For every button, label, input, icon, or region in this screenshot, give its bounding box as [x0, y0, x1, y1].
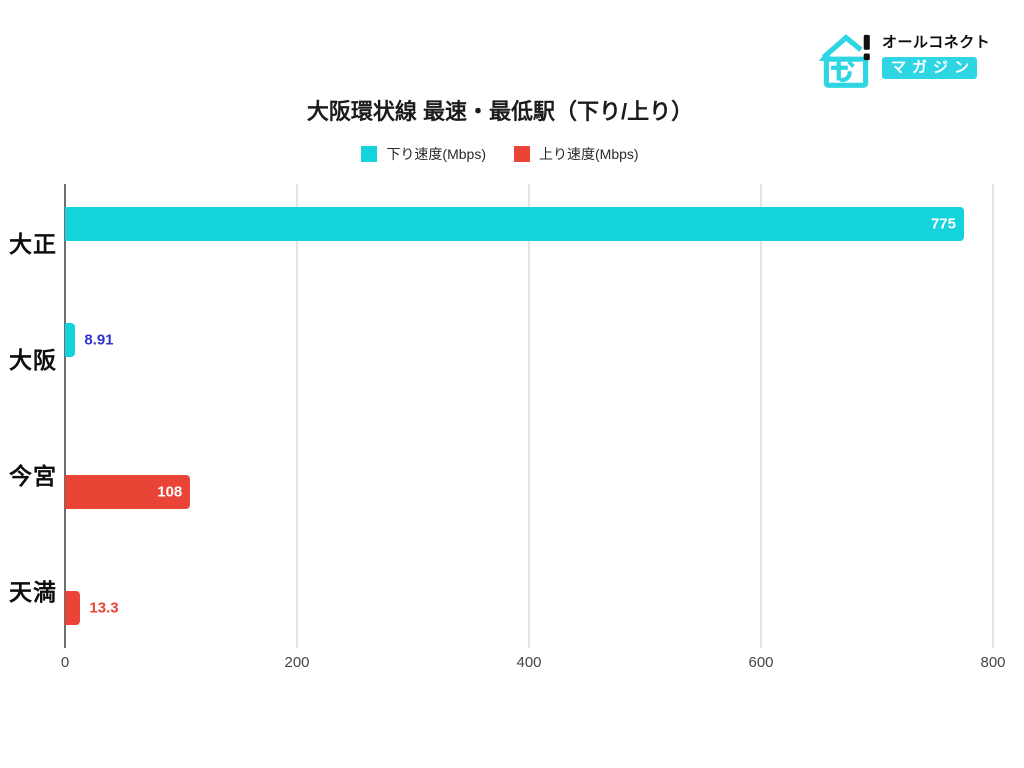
- bar-value-label: 775: [930, 215, 956, 233]
- brand-name: オールコネクト: [882, 34, 991, 51]
- bar-value-label: 13.3: [89, 599, 119, 617]
- category-label: 今宮: [9, 463, 57, 489]
- y-axis-line: [64, 184, 66, 648]
- house-logo-icon: [818, 34, 870, 88]
- x-tick-label: 0: [60, 654, 70, 671]
- category-label: 大正: [9, 231, 57, 257]
- gridline: [760, 184, 762, 648]
- chart-legend: 下り速度(Mbps) 上り速度(Mbps): [0, 144, 1000, 164]
- gridline: [296, 184, 298, 648]
- x-tick-label: 200: [284, 654, 310, 671]
- gridline: [528, 184, 530, 648]
- legend-swatch-icon: [514, 146, 530, 162]
- brand-logo: オールコネクト マガジン: [818, 32, 990, 90]
- legend-label: 上り速度(Mbps): [539, 146, 639, 162]
- x-tick-label: 600: [748, 654, 774, 671]
- category-label: 天満: [9, 579, 57, 605]
- bar-大正: [65, 207, 964, 241]
- category-label: 大阪: [9, 347, 57, 373]
- legend-swatch-icon: [361, 146, 378, 162]
- brand-badge: マガジン: [882, 57, 978, 79]
- chart-title: 大阪環状線 最速・最低駅（下り/上り）: [306, 99, 694, 124]
- legend-item-1: 上り速度(Mbps): [514, 144, 639, 164]
- legend-label: 下り速度(Mbps): [386, 146, 486, 162]
- gridline: [992, 184, 994, 648]
- bar-天満: [65, 591, 81, 625]
- bar-大阪: [65, 323, 76, 357]
- legend-item-0: 下り速度(Mbps): [361, 144, 486, 164]
- x-tick-label: 400: [516, 654, 542, 671]
- exclamation-icon: [863, 34, 870, 50]
- x-tick-label: 800: [980, 654, 1006, 671]
- bar-今宮: [65, 475, 191, 509]
- brand-text: オールコネクト マガジン: [882, 32, 990, 79]
- bar-value-label: 8.91: [84, 331, 114, 349]
- bar-value-label: 108: [157, 483, 183, 501]
